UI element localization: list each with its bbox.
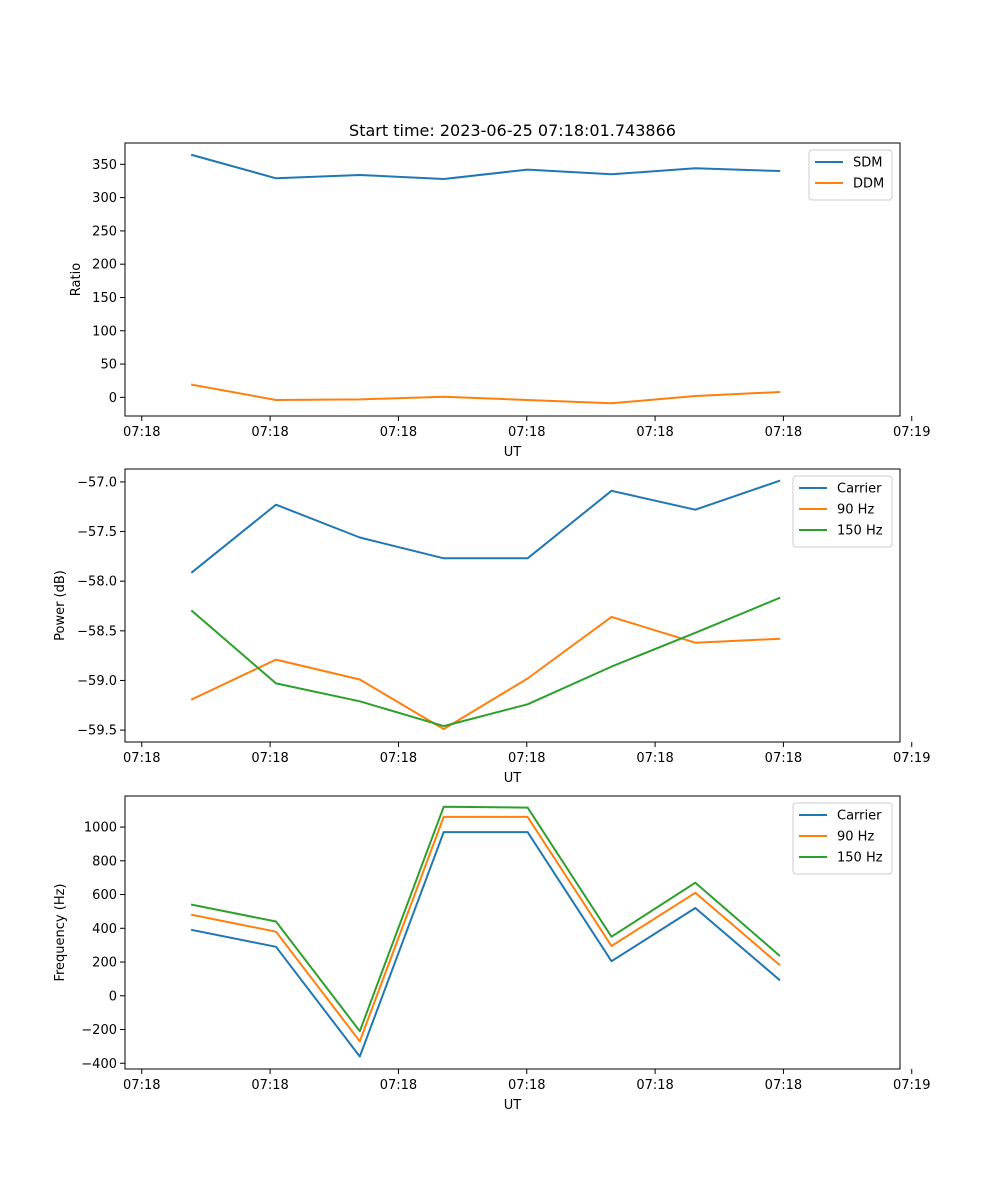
legend: Carrier 90 Hz 150 Hz bbox=[792, 802, 893, 875]
y-tick-label: 250 bbox=[92, 224, 117, 239]
plot-area-frame bbox=[124, 795, 901, 1070]
y-tick-label: −57.5 bbox=[77, 525, 117, 540]
legend-label: SDM bbox=[853, 156, 882, 171]
series-line-90-hz bbox=[190, 815, 781, 1043]
x-tick-label: 07:18 bbox=[123, 425, 160, 440]
y-tick-label: −59.5 bbox=[77, 724, 117, 739]
x-tick-label: 07:18 bbox=[251, 425, 288, 440]
series-line-150-hz bbox=[190, 805, 781, 1033]
y-tick-label: 200 bbox=[92, 258, 117, 273]
legend-label: 150 Hz bbox=[837, 851, 883, 866]
y-tick-label: −57.0 bbox=[77, 475, 117, 490]
y-tick-label: 0 bbox=[109, 391, 117, 406]
x-tick-label: 07:19 bbox=[893, 425, 930, 440]
x-tick-label: 07:19 bbox=[893, 1078, 930, 1093]
x-tick-label: 07:18 bbox=[508, 425, 545, 440]
y-tick-label: 200 bbox=[92, 956, 117, 971]
x-tick-label: 07:18 bbox=[380, 1078, 417, 1093]
y-axis-label: Power (dB) bbox=[53, 570, 68, 641]
legend: Carrier 90 Hz 150 Hz bbox=[792, 475, 893, 548]
x-tick-label: 07:18 bbox=[123, 751, 160, 766]
x-tick-label: 07:18 bbox=[123, 1078, 160, 1093]
plot-area-frame bbox=[124, 142, 901, 417]
series-line-ddm bbox=[190, 383, 781, 405]
chart-panel-3: 07:18 07:18 07:18 07:18 07:18 07:18 07:19 −400 −… bbox=[53, 795, 930, 1113]
y-tick-label: 600 bbox=[92, 888, 117, 903]
plot-area-frame bbox=[124, 468, 901, 743]
legend-label: Carrier bbox=[837, 809, 882, 824]
y-tick-label: −58.5 bbox=[77, 624, 117, 639]
y-tick-label: −200 bbox=[81, 1023, 117, 1038]
x-tick-label: 07:18 bbox=[765, 1078, 802, 1093]
series-line-sdm bbox=[190, 153, 781, 180]
legend-label: 90 Hz bbox=[837, 503, 874, 518]
x-tick-label: 07:18 bbox=[508, 1078, 545, 1093]
series-line-carrier bbox=[190, 831, 781, 1058]
y-axis-label: Frequency (Hz) bbox=[53, 883, 68, 981]
y-tick-label: 100 bbox=[92, 324, 117, 339]
y-tick-label: −58.0 bbox=[77, 575, 117, 590]
y-tick-label: 50 bbox=[100, 358, 117, 373]
x-axis-label: UT bbox=[504, 445, 522, 460]
legend-label: DDM bbox=[853, 177, 884, 192]
series-line-carrier bbox=[190, 479, 781, 574]
y-tick-label: 800 bbox=[92, 854, 117, 869]
legend-label: 150 Hz bbox=[837, 524, 883, 539]
legend-label: Carrier bbox=[837, 482, 882, 497]
y-tick-label: 350 bbox=[92, 158, 117, 173]
x-tick-label: 07:18 bbox=[251, 751, 288, 766]
x-axis-label: UT bbox=[504, 771, 522, 786]
x-tick-label: 07:18 bbox=[636, 425, 673, 440]
x-tick-label: 07:18 bbox=[636, 1078, 673, 1093]
x-tick-label: 07:18 bbox=[251, 1078, 288, 1093]
y-tick-label: −59.0 bbox=[77, 674, 117, 689]
y-tick-label: 0 bbox=[109, 989, 117, 1004]
x-tick-label: 07:18 bbox=[765, 425, 802, 440]
x-tick-label: 07:18 bbox=[380, 751, 417, 766]
chart-panel-1: 07:18 07:18 07:18 07:18 07:18 07:18 07:19 0 50 10… bbox=[69, 121, 930, 460]
x-tick-label: 07:18 bbox=[765, 751, 802, 766]
chart-title: Start time: 2023-06-25 07:18:01.743866 bbox=[349, 121, 676, 140]
legend: SDM DDM bbox=[808, 149, 893, 201]
chart-panel-2: 07:18 07:18 07:18 07:18 07:18 07:18 07:19 −59.5… bbox=[53, 468, 930, 786]
x-tick-label: 07:18 bbox=[508, 751, 545, 766]
x-tick-label: 07:18 bbox=[380, 425, 417, 440]
y-tick-label: 300 bbox=[92, 191, 117, 206]
series-line-150-hz bbox=[190, 596, 781, 728]
legend-label: 90 Hz bbox=[837, 830, 874, 845]
y-tick-label: 400 bbox=[92, 922, 117, 937]
y-axis-label: Ratio bbox=[69, 263, 84, 296]
x-tick-label: 07:19 bbox=[893, 751, 930, 766]
y-tick-label: 150 bbox=[92, 291, 117, 306]
y-tick-label: 1000 bbox=[84, 821, 117, 836]
x-axis-label: UT bbox=[504, 1098, 522, 1113]
x-tick-label: 07:18 bbox=[636, 751, 673, 766]
y-tick-label: −400 bbox=[81, 1057, 117, 1072]
